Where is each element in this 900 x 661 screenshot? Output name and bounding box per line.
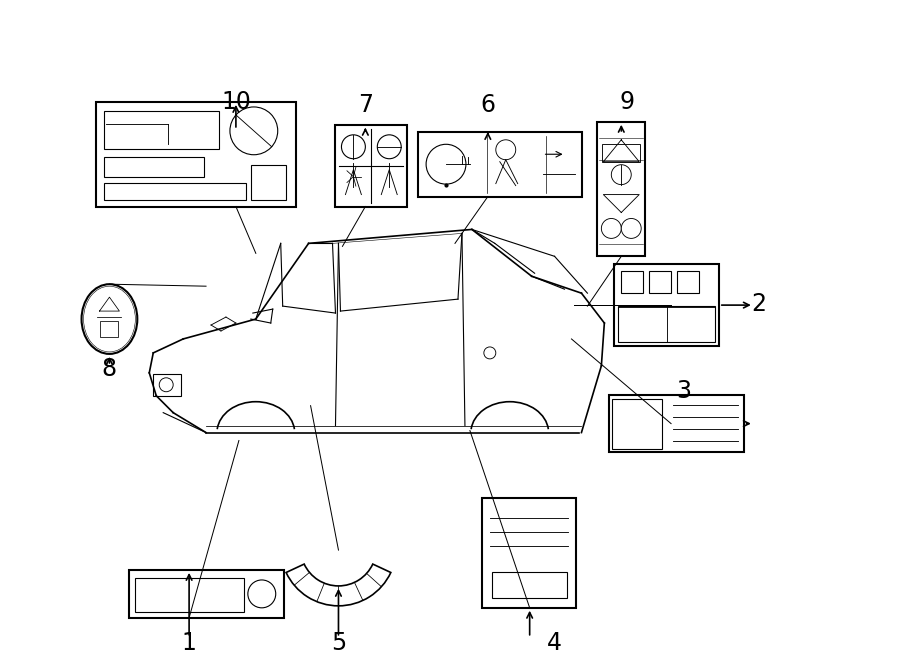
Circle shape [159,378,173,392]
Bar [104,182,246,200]
Text: 2: 2 [752,292,766,316]
Bar [618,306,715,342]
Circle shape [248,580,275,608]
Bar [482,498,577,608]
Bar [96,102,296,206]
Circle shape [621,219,641,239]
Bar [649,271,671,293]
Bar [101,321,119,337]
Bar [251,165,285,200]
Circle shape [601,219,621,239]
Text: 5: 5 [331,631,346,654]
Bar [609,395,743,453]
Bar [621,271,644,293]
Bar [677,271,699,293]
Bar [153,374,181,396]
Bar [130,570,284,618]
Circle shape [496,140,516,160]
Text: 10: 10 [221,90,251,114]
Ellipse shape [82,284,138,354]
Text: 9: 9 [620,90,634,114]
Circle shape [341,135,365,159]
Bar [602,144,640,162]
Bar [598,122,645,256]
Text: 4: 4 [547,631,562,654]
Bar [615,264,719,346]
Text: 1: 1 [182,631,196,654]
Bar [104,111,219,149]
Circle shape [426,144,466,184]
Text: 7: 7 [358,93,373,117]
Circle shape [484,347,496,359]
Bar [104,157,204,176]
Bar [491,572,566,598]
Circle shape [230,107,278,155]
Bar [612,399,662,449]
Bar [135,578,244,612]
Circle shape [611,165,631,184]
Circle shape [377,135,401,159]
Bar [418,132,582,196]
Bar [336,125,407,206]
Text: 6: 6 [481,93,495,117]
Text: 3: 3 [677,379,691,403]
Text: 8: 8 [102,357,117,381]
Wedge shape [286,564,391,606]
